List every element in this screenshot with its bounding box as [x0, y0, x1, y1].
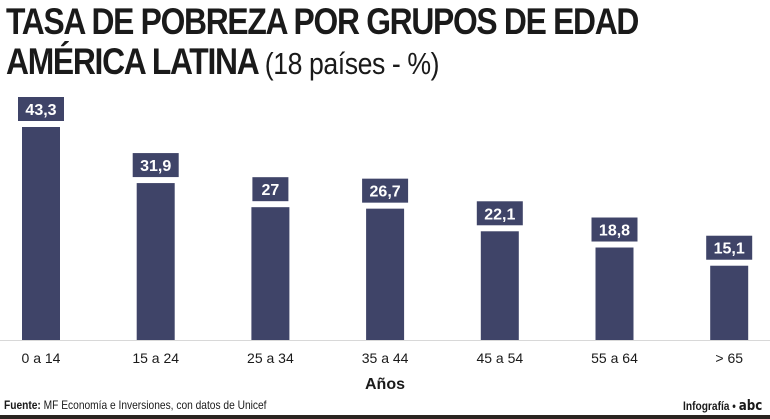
data-label: 18,8 [599, 223, 630, 240]
data-label: 26,7 [370, 184, 401, 201]
subtitle-region: AMÉRICA LATINA [6, 41, 258, 82]
chart-title: TASA DE POBREZA POR GRUPOS DE EDAD [6, 1, 639, 42]
data-label: 15,1 [714, 241, 745, 258]
data-label-box [18, 97, 64, 121]
bottom-rule [0, 415, 770, 419]
data-label-box [252, 177, 289, 202]
data-label: 22,1 [484, 206, 515, 223]
bar [22, 127, 60, 340]
data-label-box [476, 201, 523, 226]
bar [595, 247, 634, 340]
x-axis-label: Años [365, 376, 405, 393]
credit: Infografía • abc [683, 398, 762, 414]
bar [480, 231, 519, 340]
abc-logo: abc [738, 398, 762, 414]
chart-subtitle: AMÉRICA LATINA (18 países - %) [6, 41, 440, 84]
bar [136, 183, 175, 340]
x-tick-label: 55 a 64 [591, 350, 638, 366]
x-tick-label: 15 a 24 [132, 350, 179, 366]
bar [251, 207, 290, 340]
data-label-box [706, 235, 753, 260]
bar [366, 208, 405, 340]
data-label-box [132, 153, 179, 178]
source-label: Fuente: [4, 398, 41, 412]
source-text: MF Economía e Inversiones, con datos de … [43, 398, 267, 412]
x-tick-label: 35 a 44 [362, 350, 409, 366]
bar [710, 265, 749, 340]
data-label: 27 [262, 182, 280, 199]
credit-text: Infografía • [682, 399, 736, 413]
data-label-box [362, 178, 409, 203]
data-label-box [591, 217, 638, 242]
x-tick-label: 25 a 34 [247, 350, 294, 366]
x-tick-label: 0 a 14 [22, 350, 61, 366]
x-tick-label: > 65 [715, 350, 743, 366]
data-label: 31,9 [140, 158, 171, 175]
subtitle-note: (18 países - %) [264, 46, 440, 81]
source-note: Fuente: MF Economía e Inversiones, con d… [4, 398, 267, 412]
x-tick-label: 45 a 54 [476, 350, 523, 366]
data-label: 43,3 [25, 102, 56, 119]
